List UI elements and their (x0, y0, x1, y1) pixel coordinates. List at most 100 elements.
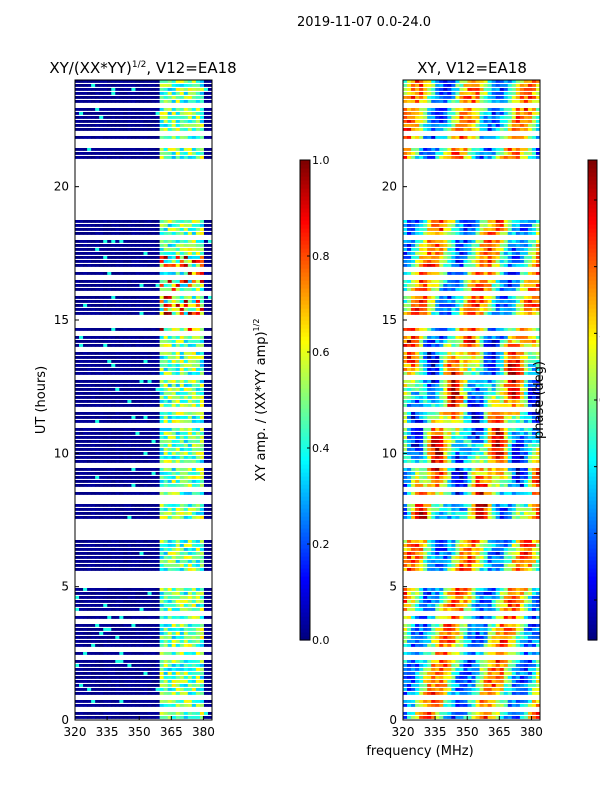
heatmap-cell (427, 84, 432, 87)
heatmap-cell (195, 232, 201, 235)
heatmap-cell (203, 632, 209, 635)
heatmap-cell (75, 220, 80, 223)
heatmap-cell (163, 508, 169, 511)
heatmap-cell (171, 624, 177, 627)
heatmap-cell (427, 92, 432, 95)
heatmap-cell (107, 504, 112, 507)
heatmap-cell (407, 156, 412, 159)
heatmap-cell (443, 240, 448, 243)
heatmap-cell (199, 456, 205, 459)
heatmap-cell (419, 80, 424, 83)
heatmap-cell (127, 360, 132, 363)
heatmap-cell (119, 668, 124, 671)
heatmap-cell (487, 128, 493, 131)
heatmap-cell (91, 260, 96, 263)
heatmap-cell (159, 636, 165, 639)
heatmap-cell (507, 84, 513, 87)
heatmap-cell (107, 240, 112, 243)
heatmap-cell (111, 492, 116, 495)
heatmap-cell (75, 388, 80, 391)
heatmap-cell (139, 112, 144, 115)
heatmap-cell (407, 296, 412, 299)
heatmap-cell (151, 284, 156, 287)
heatmap-cell (515, 152, 521, 155)
heatmap-cell (171, 676, 177, 679)
heatmap-cell (131, 712, 136, 715)
heatmap-cell (143, 128, 148, 131)
heatmap-cell (107, 588, 112, 591)
heatmap-cell (199, 600, 205, 603)
heatmap-cell (187, 552, 193, 555)
heatmap-cell (95, 228, 100, 231)
heatmap-cell (195, 280, 201, 283)
heatmap-cell (119, 484, 124, 487)
heatmap-cell (135, 600, 140, 603)
heatmap-cell (175, 368, 181, 371)
heatmap-cell (431, 116, 436, 119)
heatmap-cell (183, 672, 189, 675)
heatmap-cell (127, 328, 132, 331)
heatmap-cell (151, 380, 156, 383)
heatmap-cell (203, 220, 209, 223)
heatmap-cell (111, 356, 116, 359)
heatmap-cell (91, 592, 96, 595)
heatmap-cell (91, 384, 96, 387)
heatmap-cell (411, 80, 416, 83)
heatmap-cell (151, 120, 156, 123)
heatmap-cell (463, 88, 468, 91)
heatmap-cell (447, 152, 452, 155)
heatmap-cell (419, 260, 424, 263)
heatmap-cell (423, 92, 428, 95)
heatmap-cell (419, 152, 424, 155)
heatmap-cell (79, 88, 84, 91)
heatmap-cell (155, 480, 161, 483)
heatmap-cell (199, 240, 205, 243)
colorbar-segment (300, 636, 310, 641)
heatmap-cell (191, 692, 197, 695)
heatmap-cell (519, 244, 525, 247)
heatmap-cell (127, 256, 132, 259)
heatmap-cell (207, 628, 213, 631)
heatmap-cell (87, 604, 92, 607)
heatmap-cell (471, 152, 476, 155)
heatmap-cell (139, 364, 144, 367)
heatmap-cell (167, 624, 173, 627)
heatmap-cell (179, 660, 185, 663)
heatmap-cell (163, 356, 169, 359)
heatmap-cell (171, 504, 177, 507)
heatmap-cell (95, 640, 100, 643)
heatmap-cell (459, 280, 464, 283)
colorbar-segment (300, 208, 310, 213)
heatmap-cell (491, 296, 497, 299)
heatmap-cell (91, 284, 96, 287)
heatmap-cell (87, 684, 92, 687)
heatmap-cell (79, 712, 84, 715)
heatmap-cell (203, 468, 209, 471)
heatmap-cell (139, 96, 144, 99)
heatmap-cell (111, 288, 116, 291)
heatmap-cell (427, 152, 432, 155)
heatmap-cell (83, 248, 88, 251)
heatmap-cell (75, 260, 80, 263)
heatmap-cell (99, 436, 104, 439)
heatmap-cell (75, 252, 80, 255)
heatmap-cell (471, 284, 476, 287)
heatmap-cell (195, 272, 201, 275)
heatmap-cell (203, 224, 209, 227)
heatmap-cell (75, 300, 80, 303)
heatmap-cell (99, 120, 104, 123)
heatmap-cell (179, 108, 185, 111)
heatmap-cell (147, 512, 152, 515)
heatmap-cell (119, 108, 124, 111)
heatmap-cell (183, 600, 189, 603)
heatmap-cell (115, 472, 120, 475)
heatmap-cell (207, 100, 213, 103)
heatmap-cell (107, 484, 112, 487)
heatmap-cell (95, 644, 100, 647)
heatmap-cell (411, 136, 416, 139)
heatmap-cell (99, 676, 104, 679)
heatmap-cell (503, 88, 509, 91)
heatmap-cell (491, 116, 497, 119)
heatmap-cell (427, 116, 432, 119)
heatmap-cell (87, 560, 92, 563)
